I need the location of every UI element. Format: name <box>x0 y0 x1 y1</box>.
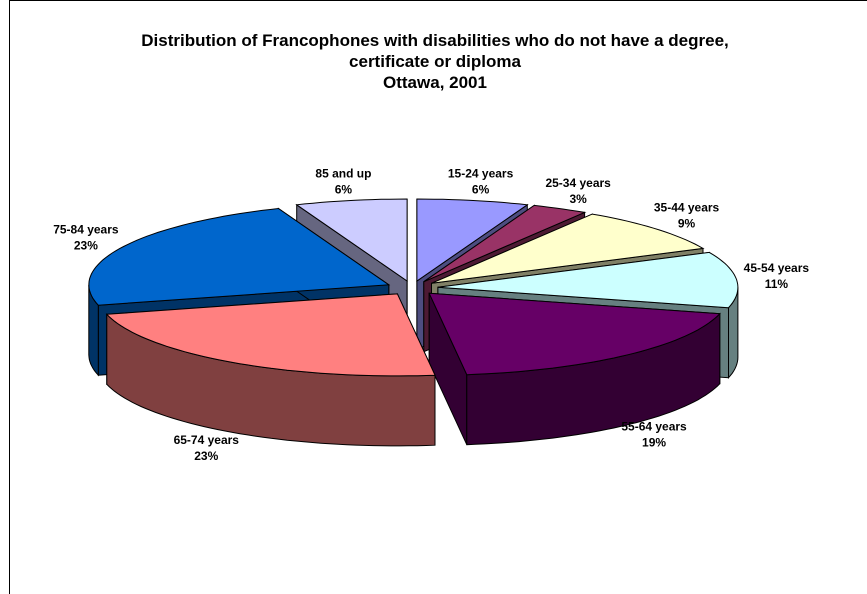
slice <box>431 213 705 284</box>
slice-value-label: 6% <box>472 182 490 196</box>
slice-label: 65-74 years <box>174 433 240 447</box>
slice-value-label: 23% <box>194 449 218 463</box>
slice-label: 35-44 years <box>654 201 720 215</box>
slice <box>105 293 436 377</box>
slice <box>428 292 721 376</box>
slice-value-label: 3% <box>569 192 587 206</box>
slice-label: 55-64 years <box>621 419 687 433</box>
slice-value-label: 23% <box>74 239 98 253</box>
slice-label: 25-34 years <box>545 176 611 190</box>
slice-label: 45-54 years <box>744 261 810 275</box>
slice-value-label: 19% <box>642 435 666 449</box>
chart-title: Distribution of Francophones with disabi… <box>141 31 729 71</box>
slice <box>416 198 529 282</box>
slice-value-label: 6% <box>335 182 353 196</box>
slice <box>437 251 739 309</box>
slice <box>423 204 587 283</box>
slice-value-label: 11% <box>765 277 789 291</box>
slice-label: 75-84 years <box>53 223 119 237</box>
slice-label: 15-24 years <box>448 166 514 180</box>
chart-border <box>9 0 867 594</box>
slice <box>295 198 408 282</box>
slice <box>88 207 391 306</box>
chart-title-block: Distribution of Francophones with disabi… <box>135 30 735 93</box>
slice-value-label: 9% <box>678 217 696 231</box>
slice-label: 85 and up <box>315 166 371 180</box>
chart-subtitle: Ottawa, 2001 <box>383 73 487 92</box>
